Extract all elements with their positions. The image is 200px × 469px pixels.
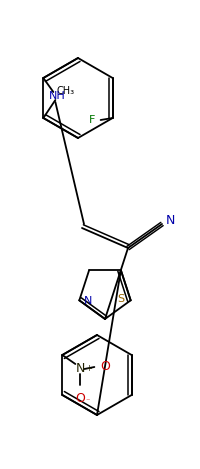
Text: S: S [118, 295, 125, 304]
Text: CH₃: CH₃ [56, 86, 74, 96]
Text: O: O [100, 361, 110, 373]
Text: N: N [76, 363, 85, 376]
Text: NH: NH [49, 91, 66, 101]
Text: O: O [75, 392, 85, 405]
Text: +: + [85, 364, 92, 373]
Text: F: F [89, 115, 96, 125]
Text: N: N [166, 214, 175, 227]
Text: N: N [84, 296, 93, 306]
Text: ⁻: ⁻ [85, 396, 90, 405]
